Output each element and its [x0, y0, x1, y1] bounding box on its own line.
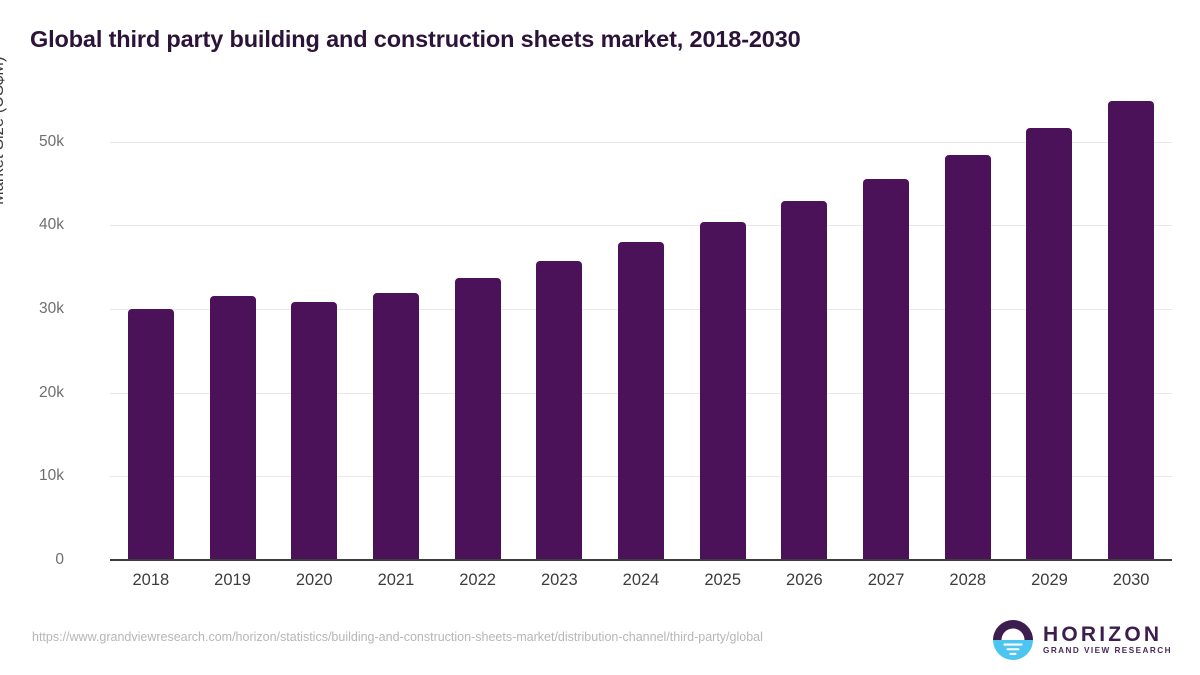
- bar[interactable]: [699, 222, 746, 560]
- source-url[interactable]: https://www.grandviewresearch.com/horizo…: [32, 630, 763, 644]
- y-axis-tick-label: 50k: [39, 132, 64, 150]
- logo-text: HORIZON GRAND VIEW RESEARCH: [1043, 623, 1172, 658]
- bar[interactable]: [454, 278, 501, 560]
- bar[interactable]: [781, 201, 828, 560]
- gridline: [110, 141, 1172, 143]
- x-axis-tick-label: 2021: [377, 571, 415, 589]
- gridline: [110, 225, 1172, 227]
- bar[interactable]: [209, 295, 256, 560]
- bar[interactable]: [863, 179, 910, 560]
- bar[interactable]: [1026, 128, 1073, 560]
- x-axis-tick-label: 2024: [622, 571, 660, 589]
- x-axis-tick-label: 2020: [295, 571, 333, 589]
- x-axis-tick-label: 2022: [459, 571, 496, 589]
- x-axis-tick-label: 2025: [704, 571, 742, 589]
- x-axis-tick-label: 2019: [214, 571, 251, 589]
- plot-area: 0 10k 20k 30k 40k 50k: [39, 100, 1172, 568]
- x-axis-tick-label: 2028: [949, 571, 987, 589]
- y-axis-title: Market Size (US$M): [0, 56, 7, 205]
- y-axis-tick-label: 20k: [39, 383, 64, 401]
- bar[interactable]: [944, 155, 991, 560]
- y-axis-tick-label: 10k: [39, 467, 64, 485]
- x-axis-tick-label: 2023: [540, 571, 578, 589]
- logo-tagline: GRAND VIEW RESEARCH: [1043, 646, 1172, 656]
- x-axis-tick-label: 2018: [132, 571, 170, 589]
- y-axis-tick-label: 40k: [39, 216, 64, 234]
- x-axis-line: [110, 559, 1172, 561]
- y-axis-tick-label: 30k: [39, 300, 64, 318]
- x-axis-tick-label: 2027: [867, 571, 905, 589]
- x-axis-tick-label: 2026: [786, 571, 823, 589]
- bar[interactable]: [372, 293, 419, 560]
- bar[interactable]: [536, 260, 583, 560]
- page-title: Global third party building and construc…: [30, 26, 801, 52]
- bar[interactable]: [291, 301, 338, 560]
- horizon-logo-icon: [993, 620, 1033, 660]
- bar[interactable]: [127, 309, 174, 560]
- x-axis-tick-label: 2030: [1112, 571, 1150, 589]
- bar[interactable]: [1108, 100, 1155, 560]
- y-axis-tick-label: 0: [55, 551, 64, 568]
- x-axis-tick-label: 2029: [1031, 571, 1068, 589]
- horizon-logo[interactable]: HORIZON GRAND VIEW RESEARCH: [992, 617, 1172, 663]
- logo-wordmark: HORIZON: [1043, 622, 1163, 646]
- bar[interactable]: [618, 242, 664, 560]
